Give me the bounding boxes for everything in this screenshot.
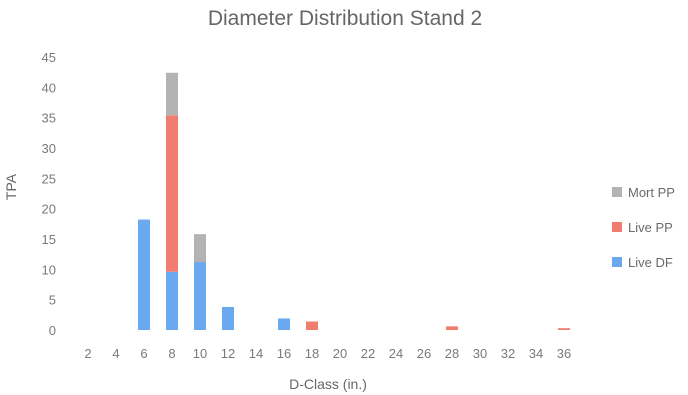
legend-label-live-df: Live DF	[628, 255, 673, 270]
chart-title: Diameter Distribution Stand 2	[208, 7, 482, 30]
bar-mort-pp-10	[194, 234, 206, 263]
bar-live-pp-36	[558, 328, 570, 330]
bar-live-df-16	[278, 318, 290, 330]
bar-live-pp-18	[306, 321, 318, 330]
x-tick-label: 36	[557, 346, 571, 361]
bar-live-pp-8	[166, 115, 178, 272]
x-tick-label: 20	[333, 346, 347, 361]
bar-mort-pp-8	[166, 72, 178, 116]
y-tick-label: 40	[42, 80, 56, 95]
bars	[138, 72, 570, 330]
x-tick-label: 22	[361, 346, 375, 361]
legend-swatch-mort-pp	[612, 187, 622, 197]
legend-label-live-pp: Live PP	[628, 220, 673, 235]
x-axis-label: D-Class (in.)	[289, 376, 367, 392]
y-tick-label: 20	[42, 202, 56, 217]
x-tick-label: 32	[501, 346, 515, 361]
bar-live-df-6	[138, 219, 150, 330]
y-tick-label: 0	[49, 323, 56, 338]
x-tick-label: 2	[84, 346, 91, 361]
x-tick-label: 26	[417, 346, 431, 361]
bar-live-df-10	[194, 262, 206, 330]
legend-swatch-live-df	[612, 257, 622, 267]
legend-swatch-live-pp	[612, 222, 622, 232]
x-tick-label: 24	[389, 346, 403, 361]
x-tick-label: 14	[249, 346, 263, 361]
y-axis-label: TPA	[3, 173, 19, 200]
y-tick-label: 45	[42, 50, 56, 65]
x-tick-label: 30	[473, 346, 487, 361]
x-tick-label: 10	[193, 346, 207, 361]
y-axis-ticks: 0 5 10 15 20 25 30 35 40 45	[42, 50, 56, 338]
legend-label-mort-pp: Mort PP	[628, 185, 675, 200]
x-axis-ticks: 2 4 6 8 10 12 14 16 18 20 22 24 26 28 30 32 34 36	[84, 346, 571, 361]
y-tick-label: 30	[42, 141, 56, 156]
bar-live-pp-28	[446, 326, 458, 330]
x-tick-label: 8	[168, 346, 175, 361]
x-tick-label: 18	[305, 346, 319, 361]
x-tick-label: 12	[221, 346, 235, 361]
x-tick-label: 34	[529, 346, 543, 361]
y-tick-label: 15	[42, 232, 56, 247]
y-tick-label: 25	[42, 171, 56, 186]
y-tick-label: 10	[42, 262, 56, 277]
x-tick-label: 16	[277, 346, 291, 361]
x-tick-label: 28	[445, 346, 459, 361]
bar-live-df-8	[166, 271, 178, 330]
x-tick-label: 6	[140, 346, 147, 361]
bar-live-df-12	[222, 306, 234, 330]
x-tick-label: 4	[112, 346, 119, 361]
y-tick-label: 5	[49, 293, 56, 308]
legend: Mort PP Live PP Live DF	[612, 185, 675, 270]
y-tick-label: 35	[42, 111, 56, 126]
